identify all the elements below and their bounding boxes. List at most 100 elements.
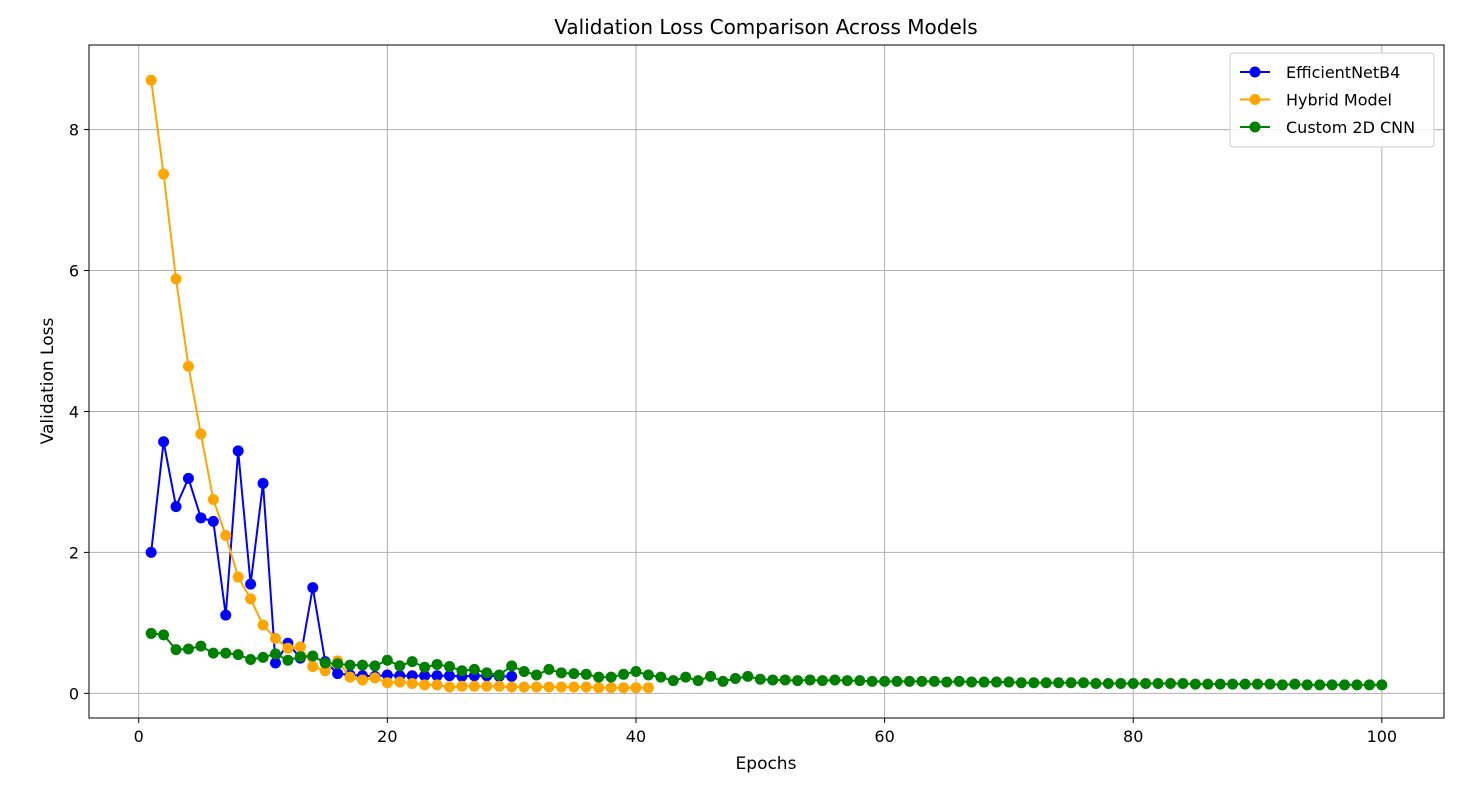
data-point [444,681,455,693]
data-point [145,74,157,86]
data-point [593,671,605,683]
data-point [1239,678,1251,690]
data-point [269,632,281,644]
data-point [1301,679,1313,691]
data-point [431,679,443,691]
data-point [903,675,915,687]
data-point [879,675,891,687]
data-point [356,674,368,686]
data-point [381,654,393,666]
series-line [151,632,1382,686]
data-point [481,667,493,679]
data-point [1214,678,1226,690]
data-point [816,675,828,687]
data-point [779,674,791,686]
data-point [568,681,580,693]
data-point [468,663,480,675]
data-point [431,670,443,682]
data-point [941,676,953,688]
data-point [1102,677,1114,689]
data-point [158,168,170,180]
data-point [195,428,207,440]
data-point [182,360,194,372]
data-point [269,648,281,660]
data-point [282,642,294,654]
x-tick-label: 20 [377,727,397,746]
data-point [543,663,555,675]
x-tick-label: 100 [1367,727,1398,746]
series-1 [145,74,654,694]
data-point [257,477,269,489]
legend-box [1229,52,1435,148]
data-point [518,665,530,677]
data-point [369,660,381,672]
data-point [555,667,567,679]
data-point [1289,678,1301,690]
data-point [381,677,393,689]
data-point [1177,677,1189,689]
data-point [1090,677,1102,689]
data-point [307,661,319,673]
legend-marker [1249,94,1261,105]
legend-label: EfficientNetB4 [1286,63,1400,82]
data-point [456,665,468,677]
data-point [680,671,692,683]
data-point [245,593,257,605]
data-point [717,675,729,687]
data-point [195,640,207,652]
data-point [1363,679,1375,691]
data-point [182,472,194,484]
data-point [319,665,331,677]
legend: EfficientNetB4 Hybrid Model Custom 2D CNN [1229,52,1435,148]
data-point [332,658,344,670]
data-point [543,681,555,693]
data-point [232,571,244,583]
data-point [531,669,543,681]
data-point [1040,677,1052,689]
data-point [804,674,816,686]
data-point [444,661,455,673]
data-point [1264,678,1276,690]
data-point [916,675,928,687]
data-point [444,670,455,682]
data-point [705,670,717,682]
y-tick-label: 8 [69,121,79,140]
chart-title: Validation Loss Comparison Across Models [554,15,977,39]
data-point [1078,677,1089,689]
legend-item: EfficientNetB4 [1240,63,1400,82]
data-point [953,675,965,687]
data-point [282,654,294,666]
data-point [431,658,443,670]
data-point [145,546,157,558]
data-point [356,659,368,671]
data-point [642,682,654,694]
legend-marker [1249,121,1261,133]
data-point [406,677,418,689]
data-point [742,670,754,682]
x-axis-label: Epochs [736,754,797,774]
data-point [555,681,567,693]
data-point [257,619,269,631]
data-point [319,657,331,669]
data-point [344,659,356,671]
data-point [257,651,269,663]
data-point [605,682,617,694]
data-point [1227,678,1239,690]
legend-label: Custom 2D CNN [1286,118,1415,137]
data-point [841,675,853,687]
series-2 [145,627,1388,691]
data-point [207,515,219,527]
data-point [928,675,940,687]
grid-lines [89,45,1444,718]
data-point [294,651,306,663]
data-point [829,674,841,686]
data-point [232,649,244,661]
data-point [332,668,344,680]
data-point [531,681,543,693]
data-point [207,494,219,506]
data-point [419,661,431,673]
data-point [1252,678,1264,690]
data-point [269,657,281,669]
data-point [1314,679,1326,691]
series-layer [145,74,1388,694]
